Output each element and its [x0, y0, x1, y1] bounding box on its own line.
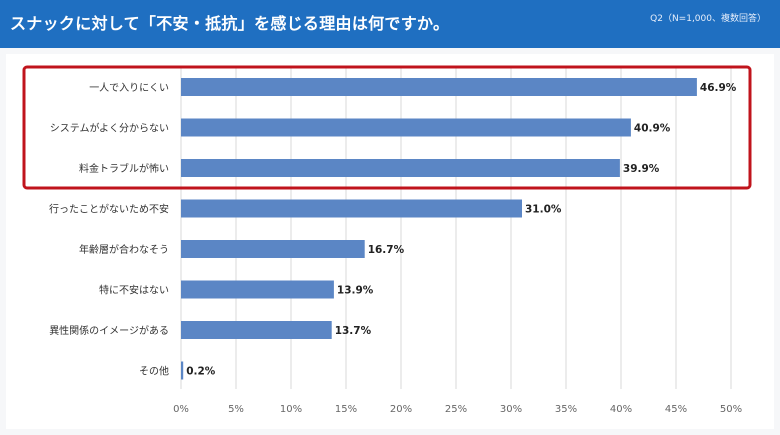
x-tick-label: 10%	[280, 404, 302, 415]
category-label: 料金トラブルが怖い	[79, 162, 169, 175]
value-label: 0.2%	[186, 366, 216, 378]
x-tick-label: 50%	[720, 404, 742, 415]
value-label: 31.0%	[525, 204, 562, 216]
bar	[181, 199, 522, 218]
value-label: 13.7%	[335, 325, 372, 337]
category-label: システムがよく分からない	[50, 122, 169, 135]
x-tick-label: 35%	[555, 404, 577, 415]
bar	[181, 78, 697, 96]
value-label: 13.9%	[337, 285, 374, 297]
highlight-frame	[22, 65, 752, 190]
category-label: 異性関係のイメージがある	[49, 324, 169, 337]
value-label: 39.9%	[623, 163, 660, 175]
bar	[181, 321, 332, 339]
value-label: 46.9%	[700, 82, 737, 94]
category-label: 行ったことがないため不安	[49, 203, 169, 216]
value-label: 40.9%	[634, 123, 671, 135]
x-tick-label: 40%	[610, 404, 632, 415]
x-tick-label: 30%	[500, 404, 522, 415]
x-tick-label: 0%	[173, 404, 189, 415]
category-label: 一人で入りにくい	[89, 82, 169, 94]
chart-panel: 0% 5% 10% 15% 20% 25% 30% 35% 40% 45% 50% 一人で入りにくい 4…	[6, 54, 774, 429]
category-label: その他	[139, 365, 169, 378]
bar	[181, 118, 631, 137]
chart-header: スナックに対して「不安・抵抗」を感じる理由は何ですか。 Q2（N=1,000、複…	[0, 0, 780, 48]
question-note: Q2（N=1,000、複数回答）	[650, 14, 766, 24]
bar	[181, 280, 334, 299]
x-tick-label: 15%	[335, 404, 357, 415]
bar	[181, 240, 365, 258]
bar	[181, 361, 184, 380]
category-label: 年齢層が合わなそう	[79, 243, 169, 256]
x-tick-label: 25%	[445, 404, 467, 415]
chart-title: スナックに対して「不安・抵抗」を感じる理由は何ですか。	[10, 14, 450, 33]
category-label: 特に不安はない	[99, 284, 169, 297]
bar	[181, 159, 620, 177]
x-tick-label: 5%	[228, 404, 244, 415]
value-label: 16.7%	[368, 244, 405, 256]
x-tick-label: 20%	[390, 404, 412, 415]
x-tick-label: 45%	[665, 404, 687, 415]
bar-chart: 0% 5% 10% 15% 20% 25% 30% 35% 40% 45% 50% 一人で入りにくい 4…	[22, 65, 752, 415]
